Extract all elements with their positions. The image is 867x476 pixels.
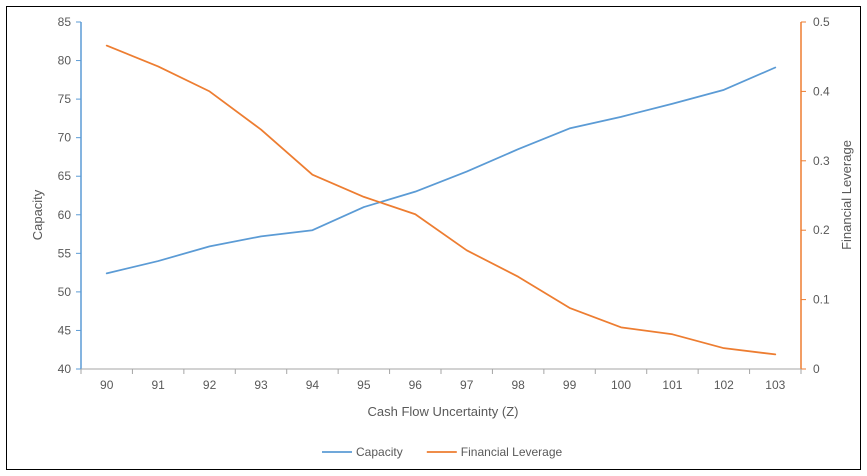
x-tick-label: 101 (662, 378, 682, 392)
right-y-tick-label: 0.3 (813, 154, 830, 168)
left-y-tick-label: 75 (58, 92, 72, 106)
left-y-tick-label: 70 (58, 131, 72, 145)
right-y-tick-label: 0.2 (813, 223, 830, 237)
legend-label-financial-leverage: Financial Leverage (461, 445, 563, 459)
left-y-tick-label: 80 (58, 54, 72, 68)
chart-frame (7, 7, 861, 470)
left-y-tick-label: 85 (58, 15, 72, 29)
x-tick-label: 103 (765, 378, 785, 392)
left-y-tick-label: 50 (58, 285, 72, 299)
x-tick-label: 99 (563, 378, 577, 392)
left-y-tick-label: 40 (58, 362, 72, 376)
x-tick-label: 102 (714, 378, 734, 392)
x-tick-label: 98 (511, 378, 525, 392)
right-y-tick-label: 0.5 (813, 15, 830, 29)
x-tick-label: 94 (306, 378, 320, 392)
left-y-tick-label: 60 (58, 208, 72, 222)
x-tick-label: 93 (254, 378, 268, 392)
x-tick-label: 97 (460, 378, 474, 392)
x-tick-label: 96 (409, 378, 423, 392)
left-y-tick-label: 65 (58, 169, 72, 183)
left-y-axis-title: Capacity (30, 189, 45, 240)
x-tick-label: 90 (100, 378, 114, 392)
left-y-tick-label: 55 (58, 246, 72, 260)
right-y-axis-title: Financial Leverage (839, 140, 854, 250)
right-y-tick-label: 0.1 (813, 293, 830, 307)
x-tick-label: 91 (151, 378, 165, 392)
x-tick-label: 100 (611, 378, 631, 392)
legend-label-capacity: Capacity (356, 445, 403, 459)
right-y-tick-label: 0.4 (813, 84, 830, 98)
left-y-tick-label: 45 (58, 323, 72, 337)
x-axis-title: Cash Flow Uncertainty (Z) (368, 404, 519, 419)
x-tick-label: 92 (203, 378, 217, 392)
right-y-tick-label: 0 (813, 362, 820, 376)
x-tick-label: 95 (357, 378, 371, 392)
